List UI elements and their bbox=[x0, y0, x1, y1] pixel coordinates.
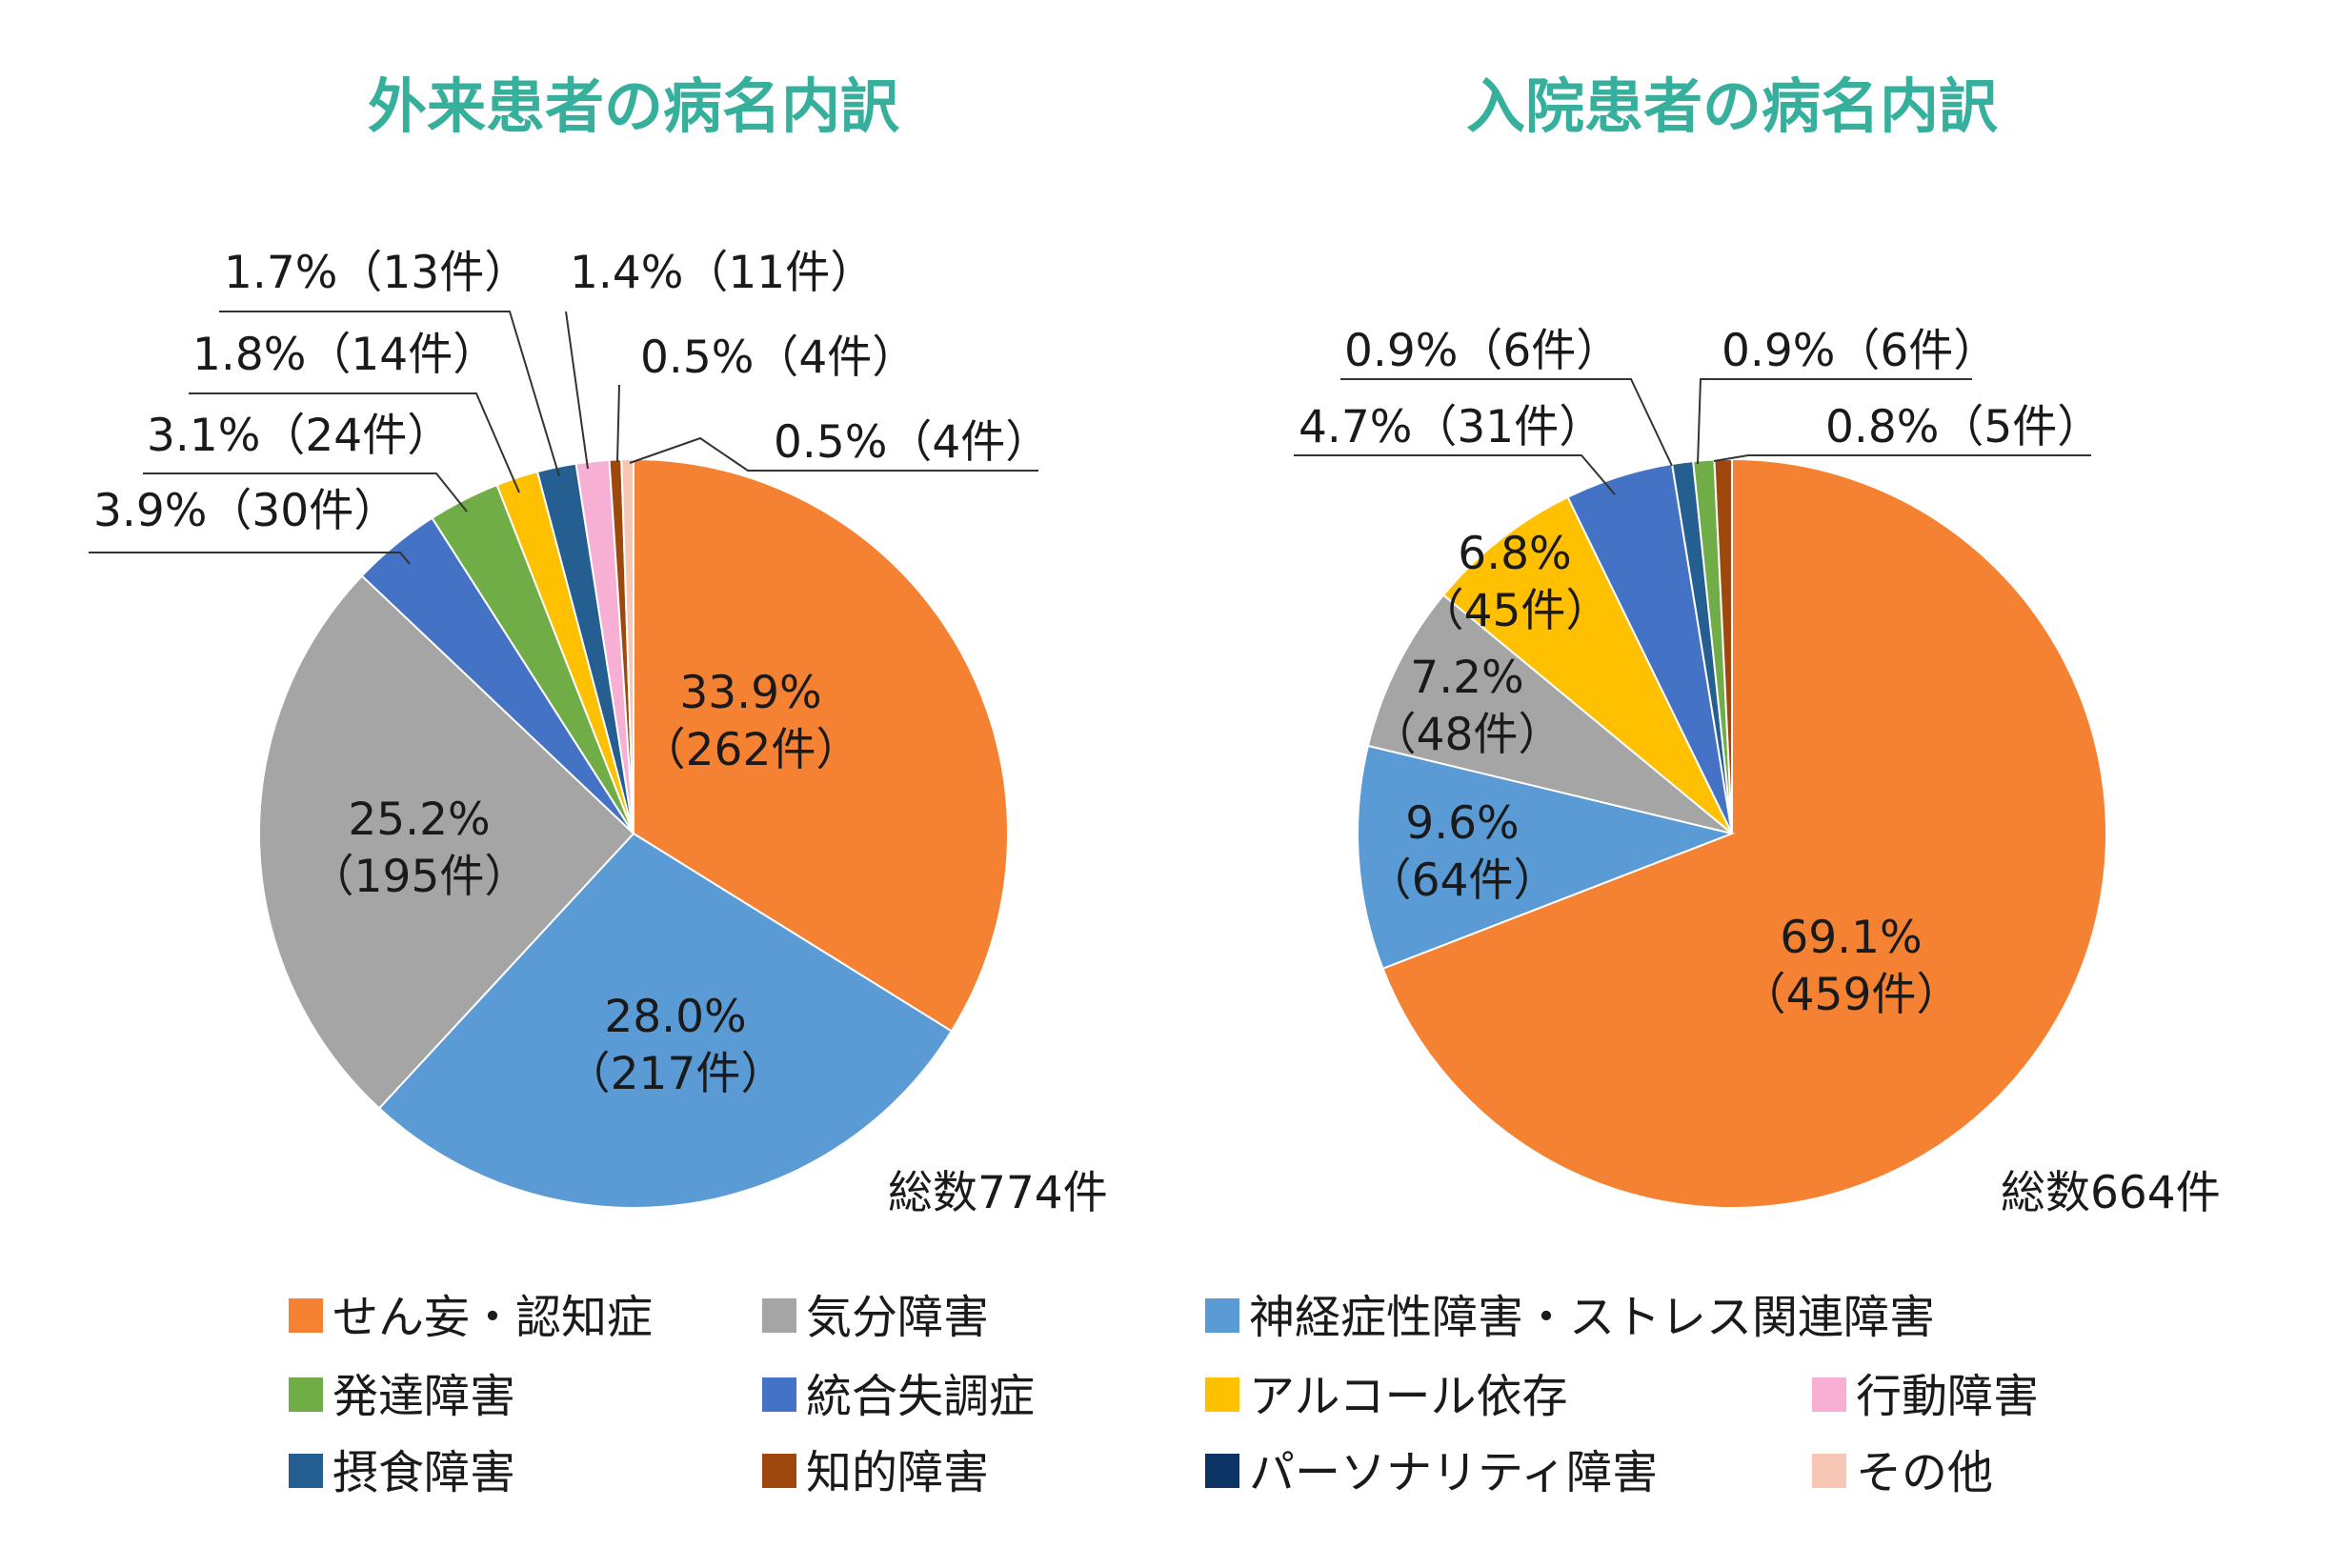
data-label: 7.2% bbox=[1410, 652, 1523, 704]
legend-swatch bbox=[1812, 1377, 1846, 1412]
data-label: （48件） bbox=[1372, 709, 1563, 761]
data-label: 25.2% bbox=[348, 794, 490, 846]
legend-label: アルコール依存 bbox=[1249, 1370, 1568, 1423]
leader-line bbox=[89, 552, 411, 565]
pie-slice bbox=[633, 457, 1009, 1033]
legend-label: 知的障害 bbox=[806, 1446, 989, 1499]
legend-swatch bbox=[762, 1377, 796, 1412]
legend-swatch bbox=[1205, 1377, 1239, 1412]
pie-slice bbox=[377, 832, 954, 1209]
legend-label: 行動障害 bbox=[1856, 1370, 2039, 1423]
pie-slice bbox=[620, 457, 634, 834]
leader-line bbox=[189, 392, 520, 493]
data-label: （217件） bbox=[566, 1048, 786, 1100]
leader-line bbox=[616, 384, 620, 463]
data-label: 1.7%（13件） bbox=[224, 247, 529, 299]
data-label: 0.9%（6件） bbox=[1722, 325, 1998, 377]
data-label: 3.1%（24件） bbox=[147, 410, 452, 462]
legend-label: 気分障害 bbox=[806, 1291, 989, 1344]
legend-swatch bbox=[762, 1454, 796, 1488]
inpatient-chart-title: 入院患者の病名内訳 bbox=[1466, 71, 1999, 141]
data-label: 33.9% bbox=[679, 667, 821, 719]
data-label: 0.9%（6件） bbox=[1344, 325, 1621, 377]
legend-swatch bbox=[289, 1298, 323, 1333]
inpatient-total: 総数664件 bbox=[2001, 1167, 2221, 1219]
legend-label: パーソナリティ障害 bbox=[1249, 1446, 1658, 1499]
leader-line bbox=[1697, 378, 1972, 465]
data-label: （64件） bbox=[1367, 854, 1559, 907]
pie-slice bbox=[1441, 495, 1733, 834]
legend-swatch bbox=[1205, 1454, 1239, 1488]
legend-swatch bbox=[289, 1454, 323, 1488]
outpatient-pie bbox=[258, 457, 1009, 1209]
data-label: 3.9%（30件） bbox=[93, 485, 398, 537]
data-label: 28.0% bbox=[604, 991, 746, 1043]
legend-swatch bbox=[289, 1377, 323, 1412]
data-label: 0.5%（4件） bbox=[774, 416, 1050, 469]
legend-label: その他 bbox=[1856, 1446, 1993, 1499]
outpatient-chart-title: 外来患者の病名内訳 bbox=[368, 71, 900, 141]
data-label: 1.4%（11件） bbox=[570, 247, 875, 299]
legend-swatch bbox=[1205, 1298, 1239, 1333]
legend-label: 神経症性障害・ストレス関連障害 bbox=[1249, 1291, 1935, 1344]
legend-label: 摂食障害 bbox=[332, 1446, 515, 1499]
data-label: （195件） bbox=[310, 851, 530, 903]
data-label: 0.5%（4件） bbox=[640, 332, 916, 384]
outpatient-total: 総数774件 bbox=[888, 1167, 1108, 1219]
data-label: （262件） bbox=[641, 724, 861, 776]
pie-slice bbox=[258, 574, 635, 1110]
inpatient-pie bbox=[1357, 457, 2107, 1209]
legend-label: 発達障害 bbox=[332, 1370, 515, 1423]
pie-slice bbox=[1366, 593, 1733, 834]
legend-label: せん妄・認知症 bbox=[332, 1291, 653, 1344]
data-label: 4.7%（31件） bbox=[1299, 401, 1603, 453]
data-labels: 33.9%（262件） 28.0%（217件） 25.2%（195件） 3.9%（30… bbox=[89, 247, 2102, 1100]
data-label: 6.8% bbox=[1458, 528, 1571, 580]
data-label: 9.6% bbox=[1405, 797, 1519, 850]
leader-line bbox=[629, 436, 1038, 472]
pie-slice bbox=[1381, 457, 2107, 1209]
leader-line bbox=[1340, 378, 1673, 467]
data-label: 1.8%（14件） bbox=[192, 329, 497, 381]
legend-swatch bbox=[762, 1298, 796, 1333]
data-label: （459件） bbox=[1742, 969, 1962, 1021]
leader-line bbox=[219, 311, 560, 477]
pie-slice bbox=[1357, 744, 1736, 971]
leader-line bbox=[143, 472, 468, 513]
leader-line bbox=[1713, 454, 2091, 462]
data-label: 69.1% bbox=[1780, 912, 1922, 964]
data-label: （45件） bbox=[1420, 585, 1611, 637]
legend-swatch bbox=[1812, 1454, 1846, 1488]
legend-label: 統合失調症 bbox=[806, 1370, 1035, 1423]
leader-line bbox=[1294, 454, 1616, 495]
leader-line bbox=[565, 311, 589, 470]
data-label: 0.8%（5件） bbox=[1825, 401, 2102, 453]
